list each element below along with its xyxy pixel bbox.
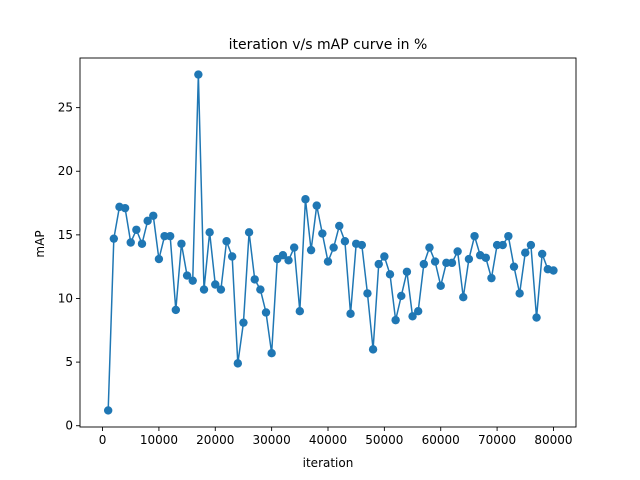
data-point bbox=[256, 285, 265, 294]
data-point bbox=[284, 256, 293, 265]
data-point bbox=[143, 216, 152, 226]
data-point bbox=[470, 231, 479, 241]
y-tick-label: 15 bbox=[58, 228, 73, 242]
data-point bbox=[459, 293, 468, 302]
data-point bbox=[103, 406, 113, 415]
data-point bbox=[306, 245, 316, 255]
data-point bbox=[244, 228, 254, 237]
data-point bbox=[211, 280, 220, 289]
data-point bbox=[335, 221, 344, 231]
data-point bbox=[521, 248, 530, 257]
data-point bbox=[515, 289, 524, 298]
data-point bbox=[188, 276, 197, 285]
x-tick-label: 0 bbox=[99, 433, 107, 447]
data-point bbox=[182, 271, 192, 280]
data-point bbox=[340, 237, 350, 246]
data-point bbox=[504, 231, 513, 241]
chart-title: iteration v/s mAP curve in % bbox=[229, 37, 428, 53]
data-point bbox=[239, 318, 248, 327]
data-point bbox=[261, 308, 271, 317]
y-tick-label: 25 bbox=[58, 101, 73, 115]
data-point bbox=[363, 289, 372, 298]
data-point bbox=[216, 285, 226, 294]
data-point bbox=[154, 254, 164, 264]
data-point bbox=[222, 237, 231, 246]
x-tick-label: 50000 bbox=[365, 433, 403, 447]
data-point bbox=[537, 249, 547, 259]
x-tick-label: 70000 bbox=[478, 433, 516, 447]
data-point bbox=[419, 259, 429, 269]
data-point bbox=[109, 234, 119, 243]
data-point bbox=[425, 243, 434, 252]
x-tick-label: 10000 bbox=[140, 433, 178, 447]
data-point bbox=[413, 307, 423, 316]
data-point bbox=[120, 203, 130, 213]
data-point bbox=[177, 239, 186, 248]
data-point bbox=[295, 307, 305, 316]
data-point bbox=[397, 291, 406, 301]
data-point bbox=[357, 240, 367, 250]
x-tick-label: 80000 bbox=[534, 433, 572, 447]
data-point bbox=[430, 257, 440, 266]
data-point bbox=[289, 243, 299, 252]
y-tick-label: 5 bbox=[65, 355, 73, 369]
data-point bbox=[132, 225, 141, 234]
data-point bbox=[380, 252, 389, 261]
data-point bbox=[323, 257, 333, 266]
y-tick-label: 10 bbox=[58, 291, 73, 305]
x-axis-label: iteration bbox=[303, 456, 354, 470]
data-point bbox=[171, 305, 181, 315]
x-tick-label: 40000 bbox=[309, 433, 347, 447]
data-point bbox=[402, 267, 412, 276]
data-point bbox=[301, 195, 310, 204]
data-point bbox=[318, 229, 327, 238]
data-point bbox=[391, 315, 400, 325]
data-point bbox=[278, 251, 288, 260]
data-point bbox=[165, 231, 175, 241]
data-point bbox=[267, 349, 276, 358]
y-axis-label: mAP bbox=[33, 230, 47, 257]
x-tick-label: 30000 bbox=[253, 433, 291, 447]
plot-area bbox=[103, 70, 558, 415]
data-point bbox=[149, 211, 158, 220]
y-tick-label: 20 bbox=[58, 164, 73, 178]
data-point bbox=[346, 309, 355, 318]
data-point bbox=[312, 201, 321, 210]
data-point bbox=[453, 247, 462, 256]
data-point bbox=[549, 266, 558, 275]
data-point bbox=[329, 243, 338, 252]
data-point bbox=[447, 258, 457, 268]
data-point bbox=[481, 253, 491, 262]
data-point bbox=[199, 285, 209, 294]
data-point bbox=[509, 262, 519, 271]
x-tick-label: 20000 bbox=[196, 433, 234, 447]
data-point bbox=[487, 273, 496, 283]
y-axis-ticks: 0 5 10 15 20 25 bbox=[58, 101, 80, 433]
data-point bbox=[227, 252, 237, 261]
data-point bbox=[526, 240, 536, 250]
data-point bbox=[368, 345, 378, 354]
data-point bbox=[194, 70, 203, 79]
data-point bbox=[126, 238, 135, 247]
data-point bbox=[233, 359, 243, 368]
x-tick-label: 60000 bbox=[422, 433, 460, 447]
data-point bbox=[374, 259, 383, 269]
data-point bbox=[250, 275, 259, 284]
data-point bbox=[436, 281, 445, 290]
y-tick-label: 0 bbox=[65, 419, 73, 433]
data-point bbox=[205, 228, 214, 237]
data-point bbox=[385, 270, 395, 279]
x-axis-ticks: 0 10000 20000 30000 40000 50000 60000 70000 8000… bbox=[99, 427, 573, 447]
data-point bbox=[408, 312, 417, 321]
data-point bbox=[532, 313, 541, 322]
data-point bbox=[498, 240, 507, 250]
data-point bbox=[464, 254, 474, 264]
data-point bbox=[137, 239, 147, 248]
